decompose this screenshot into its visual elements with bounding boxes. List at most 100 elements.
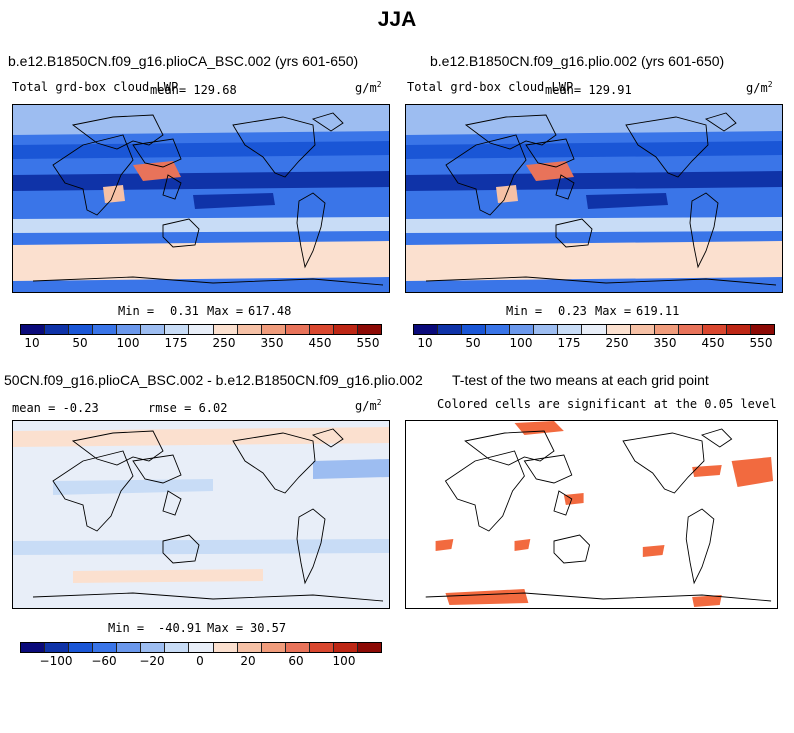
panel1-title: b.e12.B1850CN.f09_g16.plioCA_BSC.002 (yr… — [8, 53, 359, 69]
colorbar-swatch — [702, 325, 727, 334]
panel2-mean: mean= 129.91 — [545, 83, 632, 97]
colorbar-swatch — [141, 643, 166, 652]
coastline — [704, 112, 737, 132]
coastline — [311, 428, 344, 448]
field-band — [193, 193, 275, 209]
coastline — [32, 592, 384, 602]
colorbar-tick-label: 450 — [308, 336, 332, 350]
field-band — [13, 171, 389, 191]
field-band — [13, 141, 389, 159]
colorbar-swatch — [69, 643, 94, 652]
panel3-units: g/m2 — [355, 398, 382, 413]
coastline — [555, 174, 575, 200]
field-band — [435, 539, 454, 551]
colorbar-swatch — [189, 325, 214, 334]
panel4-map — [405, 420, 778, 609]
field-band — [642, 545, 665, 557]
field-band — [406, 217, 782, 233]
coastline — [71, 114, 164, 150]
panel1-min-label: Min = — [118, 304, 155, 318]
field-band — [692, 595, 722, 607]
coastline — [296, 192, 326, 269]
panel2-max-value: 619.11 — [636, 304, 680, 318]
panel2-subtitle: Total grd-box cloud LWP — [407, 80, 574, 94]
coastline — [162, 534, 200, 564]
colorbar-swatch — [261, 325, 286, 334]
colorbar-tick-label: 20 — [240, 654, 256, 668]
panel1-subtitle: Total grd-box cloud LWP — [12, 80, 179, 94]
coastline — [425, 276, 777, 286]
colorbar-swatch — [630, 325, 655, 334]
coastline — [162, 490, 182, 516]
field-band — [13, 241, 389, 281]
field-band — [406, 241, 782, 281]
colorbar-swatch — [510, 325, 535, 334]
colorbar-swatch — [309, 325, 334, 334]
colorbar-tick-label: 50 — [465, 336, 481, 350]
coastline — [71, 430, 164, 466]
coastline — [132, 138, 182, 168]
colorbar-swatch — [333, 643, 358, 652]
coastline — [52, 450, 134, 532]
coastline — [232, 432, 316, 494]
colorbar-swatch — [93, 325, 118, 334]
colorbar-tick-label: 50 — [72, 336, 88, 350]
colorbar-tick-label: 250 — [212, 336, 236, 350]
colorbar-swatch — [165, 325, 190, 334]
colorbar-tick-label: 0 — [196, 654, 204, 668]
colorbar-tick-label: −60 — [91, 654, 117, 668]
colorbar-swatch — [534, 325, 559, 334]
colorbar-swatch — [213, 325, 238, 334]
field-band — [313, 459, 389, 479]
coastline — [52, 134, 134, 216]
field-band — [73, 569, 263, 583]
field-band — [103, 185, 125, 203]
coastline — [555, 218, 593, 248]
colorbar-swatch — [237, 325, 262, 334]
colorbar-tick-label: 550 — [356, 336, 380, 350]
coastline — [689, 192, 719, 269]
colorbar-swatch — [582, 325, 607, 334]
field-band — [496, 185, 518, 203]
colorbar-swatch — [606, 325, 631, 334]
colorbar-tick-label: 100 — [509, 336, 533, 350]
panel3-mean: mean = -0.23 — [12, 401, 99, 415]
colorbar-tick-label: 175 — [557, 336, 581, 350]
colorbar-swatch — [93, 643, 118, 652]
colorbar-tick-label: 10 — [24, 336, 40, 350]
coastline — [132, 454, 182, 484]
figure-title: JJA — [377, 8, 417, 31]
coastline — [296, 508, 326, 585]
field-band — [445, 589, 529, 605]
coastline — [553, 534, 591, 564]
panel3-rmse: rmse = 6.02 — [148, 401, 228, 415]
colorbar-swatch — [726, 325, 751, 334]
panel2-colorbar — [413, 324, 775, 335]
panel3-min-value: -40.91 — [158, 621, 202, 635]
panel1-max-label: Max = — [207, 304, 244, 318]
colorbar-tick-label: 550 — [749, 336, 773, 350]
colorbar-swatch — [285, 643, 310, 652]
coastline — [523, 454, 573, 484]
colorbar-swatch — [45, 643, 70, 652]
colorbar-swatch — [333, 325, 358, 334]
colorbar-swatch — [213, 643, 238, 652]
field-band — [13, 539, 389, 555]
colorbar-swatch — [285, 325, 310, 334]
field-band — [731, 457, 774, 487]
colorbar-swatch — [357, 643, 381, 652]
panel4-title: T-test of the two means at each grid poi… — [452, 372, 709, 388]
colorbar-swatch — [750, 325, 774, 334]
field-band — [13, 217, 389, 233]
colorbar-swatch — [486, 325, 511, 334]
field-band — [406, 171, 782, 191]
colorbar-swatch — [117, 325, 142, 334]
panel2-title: b.e12.B1850CN.f09_g16.plio.002 (yrs 601-… — [430, 53, 725, 69]
coastline — [700, 428, 733, 448]
panel3-max-label: Max = — [207, 621, 244, 635]
colorbar-tick-label: 350 — [653, 336, 677, 350]
field-band — [13, 427, 389, 447]
field-band — [13, 105, 389, 135]
panel3-colorbar — [20, 642, 382, 653]
colorbar-tick-label: 100 — [116, 336, 140, 350]
